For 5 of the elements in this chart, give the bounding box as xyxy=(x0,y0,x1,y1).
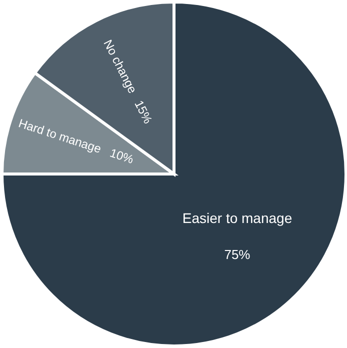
data-label: 10% xyxy=(108,146,136,167)
data-label: 75% xyxy=(224,247,251,262)
slice-label: Hard to manage xyxy=(16,116,104,156)
data-label: 15% xyxy=(132,98,156,126)
slice-label: Easier to manage xyxy=(182,210,292,226)
